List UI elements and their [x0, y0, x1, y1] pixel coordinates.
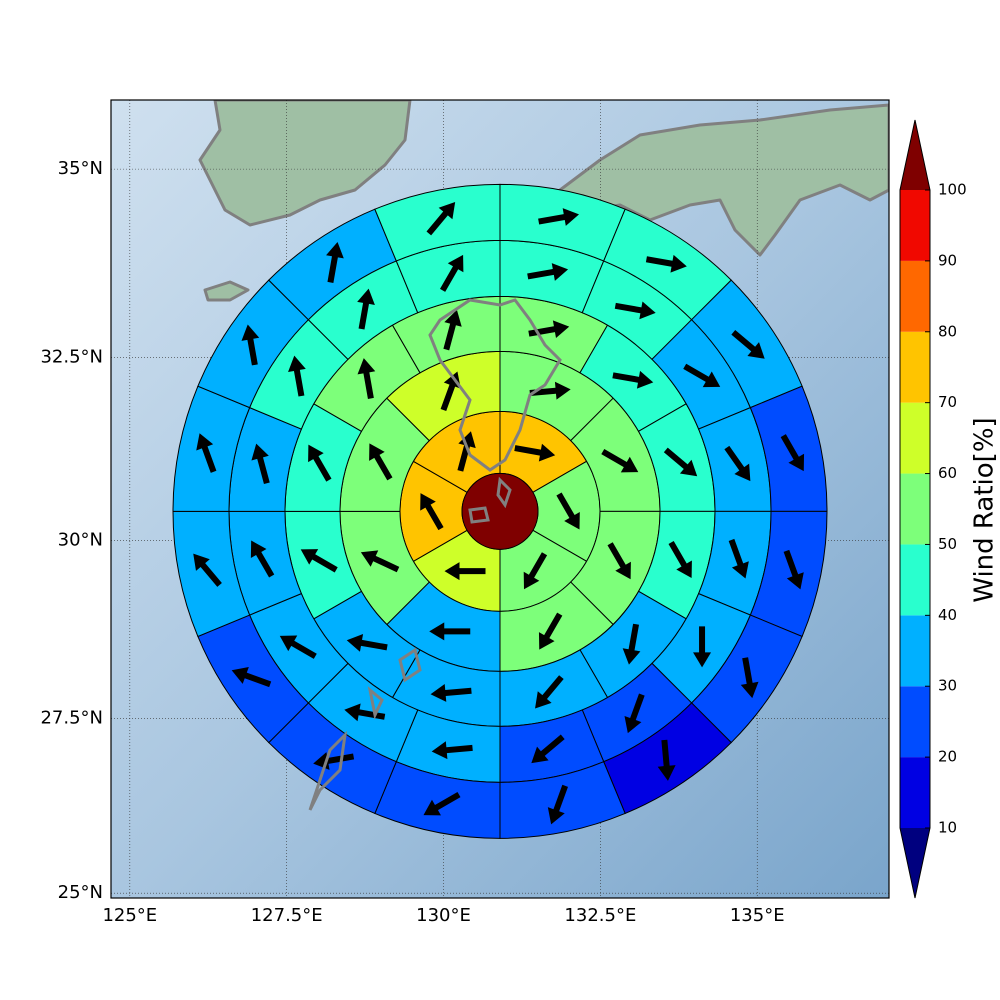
wind-arrow — [251, 443, 270, 485]
wind-arrow — [241, 324, 260, 366]
colorbar-tick-label: 40 — [938, 606, 957, 624]
wind-arrow — [279, 635, 317, 659]
x-tick-label: 125°E — [102, 905, 157, 926]
wind-arrow — [426, 201, 456, 236]
wind-arrow — [724, 445, 751, 482]
wind-arrow — [514, 443, 556, 462]
wind-arrow — [607, 542, 631, 580]
plot-frame — [110, 99, 890, 899]
wind-arrow — [443, 309, 462, 351]
wind-arrow — [538, 612, 563, 650]
colorbar-tick-label: 30 — [938, 677, 957, 695]
wind-arrow — [547, 784, 568, 825]
wind-arrow — [783, 549, 804, 590]
wind-arrow — [346, 634, 388, 652]
wind-arrow — [360, 550, 400, 573]
y-tick-label: 32.5°N — [40, 346, 103, 367]
wind-arrow — [308, 444, 332, 482]
wind-arrow — [431, 741, 473, 760]
colorbar-bin — [900, 402, 930, 474]
wind-arrow — [444, 562, 486, 581]
wind-arrow — [645, 254, 687, 273]
wind-arrow — [357, 358, 376, 399]
colorbar-tick-label: 10 — [938, 819, 957, 837]
wind-arrow — [657, 739, 676, 781]
wind-arrow — [326, 242, 344, 283]
wind-arrow — [780, 434, 805, 472]
colorbar-tick-label: 50 — [938, 535, 957, 553]
coastline — [308, 298, 562, 811]
wind-arrow — [523, 552, 548, 590]
colorbar-bin — [900, 686, 930, 758]
wind-arrow — [423, 791, 461, 816]
colorbar-tick-label: 60 — [938, 464, 957, 482]
wind-arrow — [300, 549, 338, 573]
colorbar: 10 20 30 40 50 60 70 80 90 100 — [899, 119, 967, 899]
colorbar-label: Wind Ratio[%] — [970, 417, 1000, 602]
x-tick-label: 127.5°E — [251, 905, 323, 926]
colorbar-bin — [900, 331, 930, 403]
wind-arrow — [288, 355, 306, 397]
colorbar-tick-label: 70 — [938, 393, 957, 411]
wind-arrow — [556, 492, 580, 530]
wind-arrow — [250, 540, 275, 578]
y-tick-label: 35°N — [58, 158, 103, 179]
colorbar-bin — [900, 260, 930, 332]
wind-arrow — [420, 493, 444, 531]
y-tick-label: 25°N — [58, 882, 103, 903]
wind-arrow — [622, 623, 641, 665]
y-tick-label: 27.5°N — [40, 708, 103, 729]
wind-arrow — [668, 541, 692, 579]
colorbar-tick-label: 90 — [938, 251, 957, 269]
wind-arrow — [614, 301, 656, 320]
wind-arrow — [196, 433, 217, 473]
wind-arrow — [429, 622, 471, 641]
wind-arrow — [731, 330, 765, 359]
wind-arrow — [535, 675, 564, 709]
wind-arrow — [527, 263, 569, 281]
colorbar-tick-label: 20 — [938, 748, 957, 766]
wind-arrow — [531, 734, 565, 764]
center-disk — [461, 472, 539, 550]
wind-arrow — [728, 538, 749, 579]
wind-arrow — [439, 254, 464, 292]
x-tick-label: 130°E — [416, 905, 471, 926]
colorbar-bin — [900, 615, 930, 687]
x-tick-label: 132.5°E — [564, 905, 636, 926]
wind-arrow — [624, 693, 645, 734]
wind-arrow — [683, 363, 721, 388]
x-tick-label: 135°E — [730, 905, 785, 926]
wind-arrow — [663, 447, 698, 477]
wind-arrow — [529, 381, 571, 400]
wind-arrow — [693, 626, 712, 668]
colorbar-extend — [900, 120, 930, 190]
wind-arrow — [740, 657, 759, 699]
colorbar-tick-label: 100 — [938, 181, 967, 199]
wind-arrow — [193, 553, 222, 587]
y-tick-label: 30°N — [58, 529, 103, 550]
wind-arrow — [601, 448, 639, 473]
colorbar-bin — [900, 473, 930, 545]
wind-arrow — [612, 370, 654, 389]
colorbar-tick-label: 80 — [938, 322, 957, 340]
wind-arrow — [538, 208, 580, 226]
wind-arrow — [430, 683, 472, 702]
wind-arrow — [457, 431, 476, 472]
plot-area — [111, 100, 889, 898]
colorbar-bin — [900, 544, 930, 616]
wind-arrow — [357, 288, 375, 330]
wind-arrow — [231, 666, 272, 688]
wind-arrow — [369, 443, 393, 481]
colorbar-extend — [900, 828, 930, 898]
colorbar-bin — [900, 757, 930, 828]
colorbar-bin — [900, 190, 930, 261]
